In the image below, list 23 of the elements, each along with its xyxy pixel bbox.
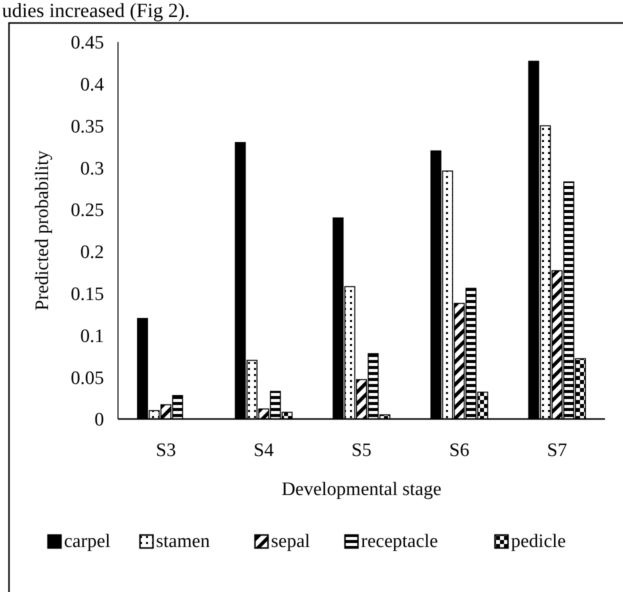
x-tick-label: S6 xyxy=(449,440,470,461)
legend-label: stamen xyxy=(156,531,210,552)
y-tick-label: 0.4 xyxy=(80,74,104,96)
legend-label: receptacle xyxy=(361,531,438,552)
x-tick-label: S4 xyxy=(254,440,274,461)
y-tick-label: 0.35 xyxy=(70,116,104,138)
legend-label: pedicle xyxy=(511,531,566,552)
y-tick-label: 0.15 xyxy=(70,284,104,305)
y-tick-label: 0.25 xyxy=(70,200,104,222)
y-axis-title: Predicted probability xyxy=(32,150,53,310)
y-tick-label: 0.1 xyxy=(80,326,104,347)
y-tick-label: 0 xyxy=(94,410,104,431)
y-tick-label: 0.3 xyxy=(80,158,104,180)
legend-label: carpel xyxy=(64,531,110,552)
x-tick-label: S7 xyxy=(547,440,568,461)
legend-label: sepal xyxy=(271,531,310,552)
y-tick-label: 0.05 xyxy=(70,368,104,389)
y-tick-label: 0.2 xyxy=(80,242,104,264)
y-tick-label: 0.45 xyxy=(70,32,104,54)
x-tick-label: S3 xyxy=(156,440,176,461)
text: udies increased (Fig 2). xyxy=(2,0,190,22)
x-axis-title: Developmental stage xyxy=(282,479,442,500)
x-tick-label: S5 xyxy=(351,440,372,461)
